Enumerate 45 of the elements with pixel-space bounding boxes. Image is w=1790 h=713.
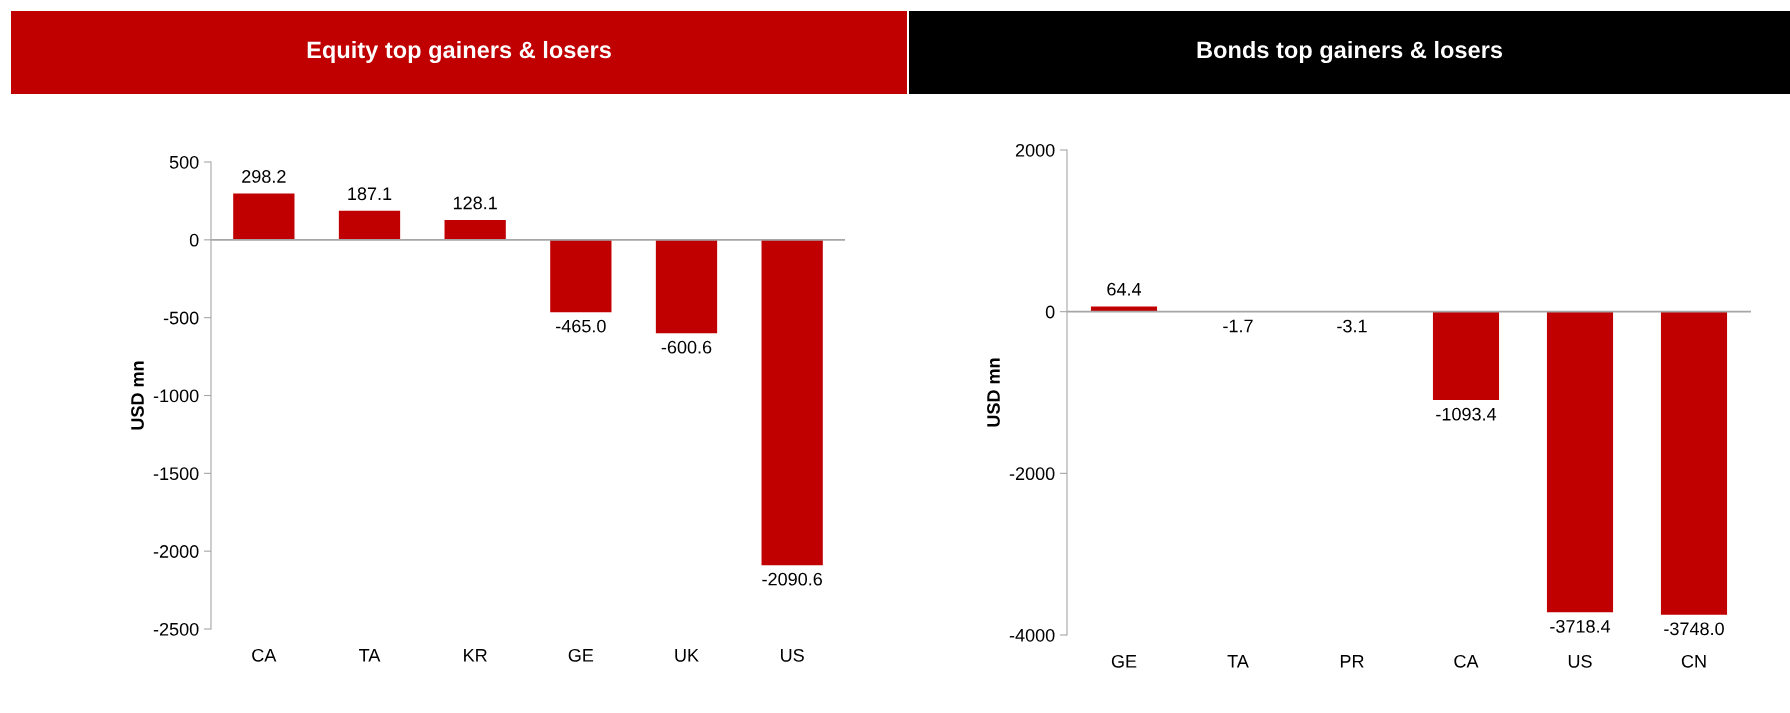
data-label: -600.6	[661, 340, 712, 354]
bar	[233, 193, 295, 240]
data-label: -1093.4	[1436, 407, 1497, 421]
data-label: -1.7	[1223, 319, 1253, 333]
x-tick-label: KR	[464, 649, 487, 662]
data-label: 298.2	[242, 170, 286, 183]
y-tick-label: -2000	[153, 545, 199, 558]
y-tick-label: 0	[1045, 305, 1055, 319]
data-label: 128.1	[453, 196, 497, 210]
y-tick-label: 2000	[1015, 143, 1055, 157]
data-label: 187.1	[348, 187, 392, 201]
y-tick-label: -1500	[153, 467, 199, 481]
x-tick-label: TA	[1227, 655, 1249, 668]
y-tick-label: -1000	[153, 389, 199, 403]
x-tick-label: GE	[1111, 654, 1137, 668]
y-tick-label: -500	[163, 311, 199, 325]
x-tick-label: PR	[1340, 655, 1364, 668]
y-tick-label: 500	[169, 155, 199, 169]
y-axis-title: USD mn	[987, 358, 1000, 427]
data-label: -3748.0	[1664, 622, 1724, 636]
x-tick-label: TA	[359, 649, 381, 662]
bar	[761, 239, 823, 566]
data-label: -3718.4	[1550, 619, 1611, 633]
x-tick-label: GE	[568, 648, 594, 662]
x-tick-label: CA	[1454, 654, 1479, 668]
data-label: -2090.6	[762, 572, 822, 586]
x-tick-label: CN	[1681, 654, 1706, 668]
data-label: -3.1	[1337, 319, 1367, 333]
y-axis-title: USD mn	[131, 361, 144, 430]
data-label: -465.0	[556, 319, 606, 333]
y-tick-label: -4000	[1009, 628, 1055, 642]
bar	[444, 219, 506, 240]
x-tick-label: UK	[675, 649, 699, 662]
y-tick-label: -2000	[1009, 467, 1055, 481]
data-label: 64.4	[1107, 282, 1142, 296]
y-tick-label: 0	[189, 233, 199, 247]
x-tick-label: CA	[252, 648, 277, 662]
x-tick-label: US	[1568, 654, 1592, 668]
bar	[550, 239, 612, 313]
bar	[655, 239, 718, 334]
chart-title: Bonds top gainers & losers	[1197, 40, 1503, 64]
bar	[338, 210, 401, 240]
x-tick-label: US	[781, 648, 804, 662]
y-tick-label: -2500	[153, 622, 199, 636]
chart-title: Equity top gainers & losers	[307, 40, 611, 64]
